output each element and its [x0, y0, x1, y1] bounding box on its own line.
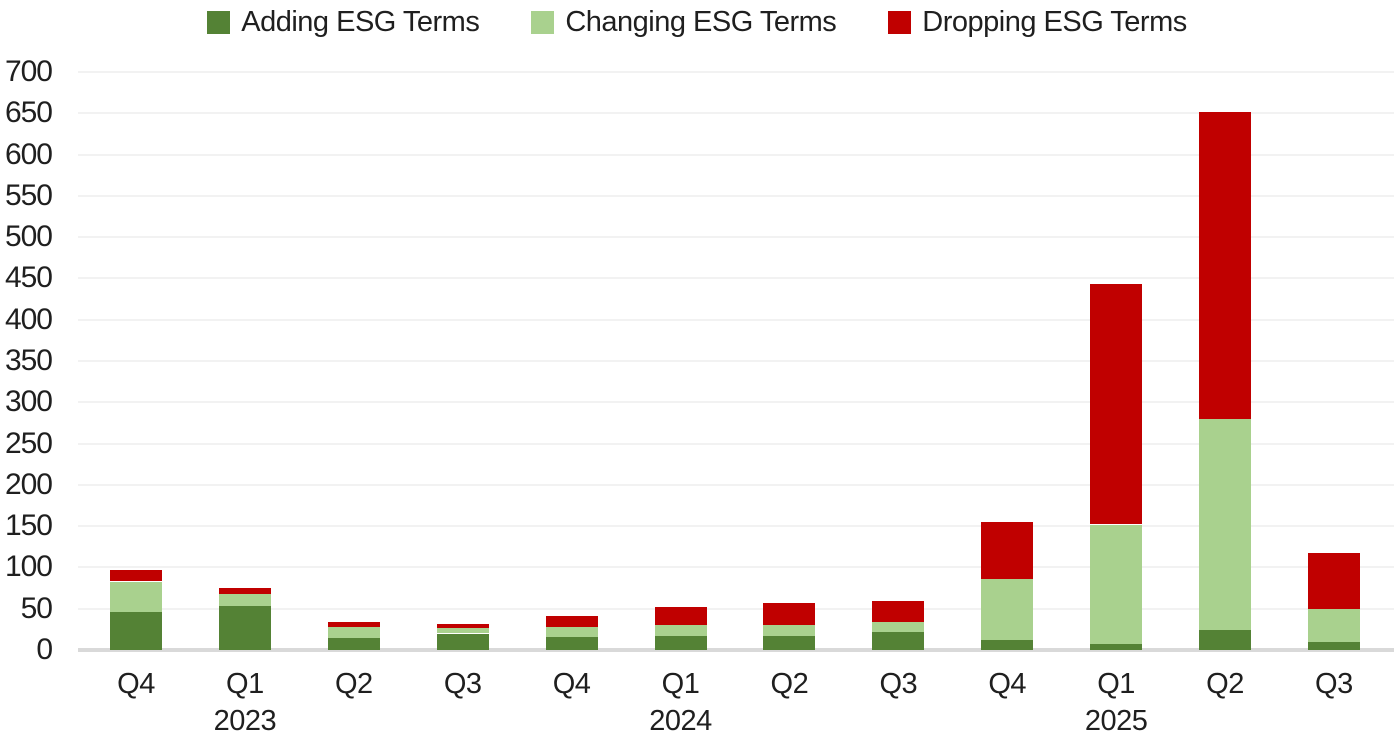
bar-segment-q1-2024-changing — [654, 625, 707, 636]
bar-segment-q4-2024-dropping — [981, 522, 1034, 579]
legend-item-dropping-esg-terms: Dropping ESG Terms — [888, 6, 1187, 39]
y-tick-label-550: 550 — [4, 178, 53, 212]
bar-segment-q1-2023-changing — [218, 593, 271, 607]
gridline-700 — [78, 71, 1394, 73]
bar-segment-q2-2024-dropping — [763, 602, 816, 626]
gridline-50 — [78, 607, 1394, 610]
bar-segment-q4-2023-dropping — [545, 616, 598, 627]
bar-segment-q3-2024-dropping — [872, 600, 925, 622]
bar-segment-q3-2024-adding — [872, 631, 925, 650]
gridline-600 — [78, 153, 1394, 156]
gridline-450 — [78, 277, 1394, 280]
y-tick-label-400: 400 — [4, 302, 53, 336]
bar-segment-q1-2025-adding — [1090, 644, 1143, 650]
x-tick-label-q4-2024: Q4 — [988, 668, 1027, 700]
legend-item-changing-esg-terms: Changing ESG Terms — [531, 6, 837, 39]
bar-segment-q2-2023-dropping — [327, 621, 380, 627]
bar-segment-q4-2022-adding — [110, 612, 162, 650]
bar-segment-q2-2024-changing — [763, 625, 816, 636]
legend-label-dropping: Dropping ESG Terms — [922, 6, 1187, 38]
gridline-300 — [78, 401, 1394, 404]
x-tick-label-q4-2022: Q4 — [117, 668, 155, 700]
x-tick-label-q1-2023: Q1 — [226, 668, 264, 700]
y-tick-label-450: 450 — [4, 261, 53, 295]
y-tick-label-200: 200 — [4, 467, 53, 501]
x-tick-label-q3-2025: Q3 — [1315, 668, 1353, 700]
x-tick-label-q3-2023: Q3 — [443, 668, 482, 700]
bar-segment-q2-2025-dropping — [1199, 111, 1251, 419]
gridline-200 — [78, 483, 1394, 486]
gridline-250 — [78, 442, 1394, 445]
bar-segment-q1-2024-dropping — [654, 607, 707, 626]
bar-segment-q2-2024-adding — [763, 636, 816, 650]
bar-segment-q1-2025-dropping — [1090, 284, 1143, 525]
y-tick-label-350: 350 — [4, 344, 53, 377]
bar-segment-q4-2022-changing — [110, 581, 162, 613]
x-axis-line — [78, 648, 1394, 652]
year-label-2024: 2024 — [649, 705, 712, 737]
bar-segment-q3-2025-adding — [1307, 641, 1360, 650]
bar-segment-q4-2023-adding — [545, 636, 598, 650]
bar-segment-q2-2023-changing — [327, 626, 380, 639]
y-tick-label-150: 150 — [4, 509, 53, 543]
x-tick-label-q1-2025: Q1 — [1097, 668, 1135, 700]
gridline-650 — [78, 112, 1394, 115]
y-tick-label-600: 600 — [4, 137, 53, 171]
y-tick-label-100: 100 — [4, 550, 53, 584]
y-tick-label-500: 500 — [4, 220, 53, 254]
legend-swatch-changing-icon — [531, 11, 555, 34]
bar-segment-q1-2023-dropping — [218, 588, 271, 594]
bar-segment-q3-2023-dropping — [436, 624, 489, 628]
year-label-2023: 2023 — [213, 705, 277, 737]
y-tick-label-0: 0 — [36, 633, 53, 666]
bar-segment-q4-2024-adding — [981, 640, 1034, 650]
bar-segment-q1-2023-adding — [218, 606, 271, 650]
bar-segment-q2-2025-changing — [1199, 418, 1251, 631]
y-tick-label-250: 250 — [4, 426, 53, 460]
bar-segment-q3-2025-changing — [1307, 608, 1360, 642]
x-tick-label-q2-2024: Q2 — [770, 668, 809, 700]
bar-segment-q2-2025-adding — [1199, 630, 1251, 650]
year-label-2025: 2025 — [1084, 705, 1148, 737]
legend-swatch-adding-icon — [207, 11, 231, 34]
bar-segment-q3-2025-dropping — [1307, 553, 1360, 609]
x-tick-label-q2-2025: Q2 — [1206, 668, 1244, 700]
x-tick-label-q1-2024: Q1 — [661, 668, 700, 700]
bar-segment-q3-2024-changing — [872, 621, 925, 632]
bar-segment-q4-2023-changing — [545, 626, 598, 637]
gridline-550 — [78, 194, 1394, 197]
bar-segment-q3-2023-changing — [436, 627, 489, 634]
bar-segment-q2-2023-adding — [327, 638, 380, 650]
x-tick-label-q2-2023: Q2 — [334, 668, 373, 700]
y-tick-label-300: 300 — [4, 385, 53, 419]
y-tick-label-650: 650 — [4, 96, 53, 130]
bar-segment-q1-2025-changing — [1090, 524, 1143, 645]
legend-swatch-dropping-icon — [888, 11, 912, 34]
legend-item-adding-esg-terms: Adding ESG Terms — [207, 6, 480, 39]
chart-legend: Adding ESG Terms Changing ESG Terms Drop… — [0, 6, 1394, 39]
y-tick-label-50: 50 — [20, 591, 53, 625]
bar-segment-q3-2023-adding — [436, 633, 489, 650]
gridline-100 — [78, 566, 1394, 569]
gridline-350 — [78, 360, 1394, 362]
gridline-500 — [78, 236, 1394, 239]
x-tick-label-q3-2024: Q3 — [879, 668, 918, 700]
bar-segment-q4-2024-changing — [981, 579, 1034, 641]
x-tick-label-q4-2023: Q4 — [552, 668, 591, 700]
bar-segment-q4-2022-dropping — [110, 569, 162, 582]
legend-label-changing: Changing ESG Terms — [565, 6, 837, 38]
gridline-400 — [78, 318, 1394, 321]
y-tick-label-700: 700 — [4, 55, 53, 88]
gridline-150 — [78, 525, 1394, 528]
bar-segment-q1-2024-adding — [654, 636, 707, 650]
legend-label-adding: Adding ESG Terms — [241, 6, 480, 38]
